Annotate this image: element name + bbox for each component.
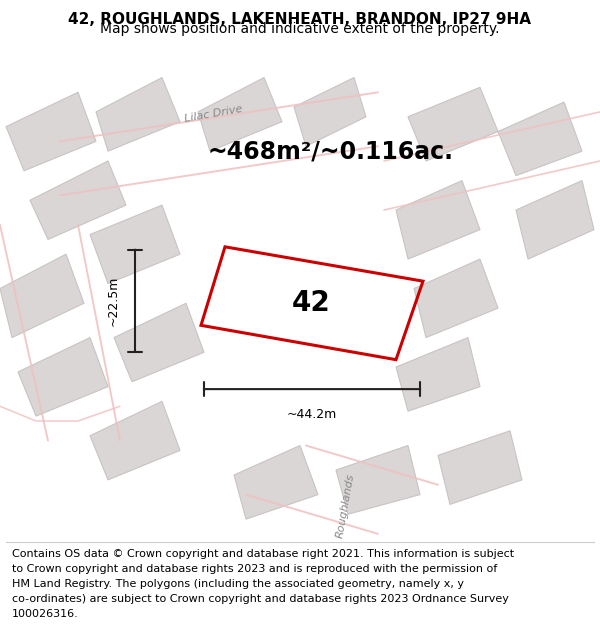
Polygon shape [6, 92, 96, 171]
Text: 100026316.: 100026316. [12, 609, 79, 619]
Text: co-ordinates) are subject to Crown copyright and database rights 2023 Ordnance S: co-ordinates) are subject to Crown copyr… [12, 594, 509, 604]
Polygon shape [0, 254, 84, 338]
Polygon shape [498, 102, 582, 176]
Text: ~22.5m: ~22.5m [107, 276, 120, 326]
Text: ~44.2m: ~44.2m [287, 408, 337, 421]
Polygon shape [408, 88, 498, 161]
Polygon shape [18, 338, 108, 416]
Polygon shape [96, 78, 180, 151]
Polygon shape [396, 338, 480, 411]
Polygon shape [90, 205, 180, 284]
Text: HM Land Registry. The polygons (including the associated geometry, namely x, y: HM Land Registry. The polygons (includin… [12, 579, 464, 589]
Text: 42: 42 [292, 289, 331, 318]
Text: Map shows position and indicative extent of the property.: Map shows position and indicative extent… [100, 22, 500, 36]
Polygon shape [396, 181, 480, 259]
Polygon shape [30, 161, 126, 239]
Text: to Crown copyright and database rights 2023 and is reproduced with the permissio: to Crown copyright and database rights 2… [12, 564, 497, 574]
Text: Lilac Drive: Lilac Drive [183, 104, 243, 124]
Polygon shape [336, 446, 420, 514]
Polygon shape [438, 431, 522, 504]
Polygon shape [516, 181, 594, 259]
Polygon shape [90, 401, 180, 480]
Text: 42, ROUGHLANDS, LAKENHEATH, BRANDON, IP27 9HA: 42, ROUGHLANDS, LAKENHEATH, BRANDON, IP2… [68, 12, 532, 27]
Polygon shape [234, 446, 318, 519]
Polygon shape [114, 303, 204, 382]
Text: Roughlands: Roughlands [334, 472, 356, 539]
Text: Contains OS data © Crown copyright and database right 2021. This information is : Contains OS data © Crown copyright and d… [12, 549, 514, 559]
Text: ~468m²/~0.116ac.: ~468m²/~0.116ac. [207, 139, 453, 163]
Polygon shape [414, 259, 498, 338]
Polygon shape [198, 78, 282, 151]
Polygon shape [294, 78, 366, 146]
